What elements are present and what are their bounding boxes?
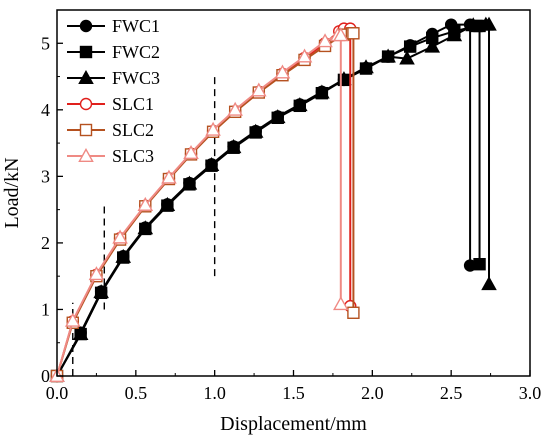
legend-marker [78,69,94,84]
x-tick-label: 2.5 [440,383,463,403]
legend-item-FWC1: FWC1 [67,16,160,36]
legend-marker [78,147,94,162]
y-tick-label: 2 [41,233,50,253]
y-axis-label: Load/kN [1,157,23,228]
data-point [473,258,486,271]
data-point [399,50,415,65]
legend-marker [79,97,93,111]
legend-marker [79,123,93,137]
data-point [380,48,396,63]
series-layer [49,16,497,383]
series-SLC1 [50,22,357,383]
legend-item-SLC2: SLC2 [67,120,154,140]
y-tick-label: 5 [41,33,50,53]
data-point [465,17,482,32]
data-point [137,196,154,211]
data-point [274,64,291,79]
y-axis-ticks: 0 1 2 3 4 5 [41,9,63,386]
series-line [56,34,342,377]
data-point [203,157,220,172]
y-tick-label: 3 [41,166,50,186]
data-point [64,312,81,327]
data-point [161,169,177,184]
data-point [317,33,333,48]
data-point [205,121,221,136]
data-point [269,109,286,124]
series-line [56,27,352,377]
data-point [347,306,360,319]
data-point [137,220,154,235]
data-point [88,266,105,281]
y-tick-label: 4 [41,100,50,120]
data-point [181,175,198,190]
x-tick-label: 3.0 [519,383,542,403]
data-point [251,82,267,97]
x-tick-label: 1.5 [282,383,305,403]
legend-label: FWC2 [112,42,160,62]
data-point [159,196,176,211]
series-line [56,32,355,377]
data-point [333,27,349,42]
data-point [93,284,109,299]
data-point [115,248,132,263]
data-point [347,27,360,40]
data-point [314,84,330,99]
data-point [481,16,497,31]
x-axis-label: Displacement/mm [220,413,367,435]
x-tick-label: 0.5 [125,383,148,403]
legend-item-FWC2: FWC2 [67,42,160,62]
data-point [358,59,374,74]
series-SLC3 [49,27,349,382]
y-tick-label: 0 [41,366,50,386]
series-FWC3 [49,16,497,382]
data-point [183,145,199,160]
legend-label: SLC1 [112,94,154,114]
data-point [112,229,128,244]
data-point [296,48,313,63]
legend: FWC1 FWC2 FWC3 SLC1 SLC2 SLC3 [67,16,160,166]
x-tick-label: 2.0 [361,383,384,403]
y-tick-label: 1 [41,299,50,319]
data-point [333,296,349,311]
legend-item-FWC3: FWC3 [67,68,160,88]
x-tick-label: 1.0 [203,383,226,403]
legend-label: SLC2 [112,120,154,140]
data-point [72,326,89,341]
legend-item-SLC1: SLC1 [67,94,154,114]
legend-label: FWC3 [112,68,160,88]
legend-marker [79,19,93,33]
data-point [225,139,242,154]
legend-label: FWC1 [112,16,160,36]
data-point [227,101,243,116]
legend-item-SLC3: SLC3 [67,146,154,166]
x-tick-label: 0.0 [46,383,69,403]
legend-label: SLC3 [112,146,154,166]
data-point [446,27,463,42]
data-point [424,38,441,53]
data-point [481,276,497,291]
data-point [247,123,264,138]
data-point [403,40,417,53]
series-SLC2 [50,27,360,383]
data-point [292,97,308,112]
x-axis-ticks: 0.0 0.5 1.0 1.5 2.0 2.5 3.0 [46,370,542,403]
legend-marker [79,45,93,59]
